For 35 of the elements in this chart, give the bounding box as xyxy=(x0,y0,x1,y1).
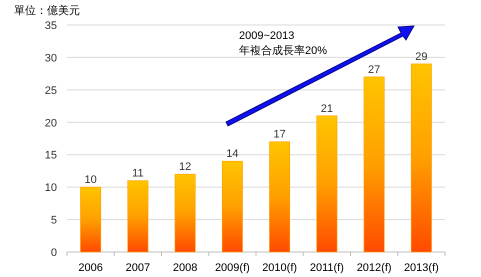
bar xyxy=(269,141,290,252)
x-tick-label: 2012(f) xyxy=(356,262,392,274)
bar xyxy=(127,180,148,252)
annotation: 年複合成長率20% xyxy=(239,44,328,57)
y-tick-label: 0 xyxy=(50,247,57,259)
y-tick-label: 30 xyxy=(44,52,57,64)
x-tick-label: 2008 xyxy=(172,262,198,274)
bar xyxy=(174,174,196,252)
data-label: 21 xyxy=(320,102,333,115)
y-tick-label: 15 xyxy=(44,150,57,162)
x-tick-label: 2011(f) xyxy=(310,262,344,274)
data-label: 12 xyxy=(179,161,192,174)
data-label: 27 xyxy=(368,64,380,76)
x-tick-label: 2007 xyxy=(126,262,150,274)
bar xyxy=(80,186,102,252)
x-tick-label: 2009(f) xyxy=(214,262,250,274)
data-label: 10 xyxy=(84,174,97,186)
y-tick-label: 10 xyxy=(44,182,57,194)
bar xyxy=(222,160,243,252)
y-tick-label: 35 xyxy=(44,20,57,32)
bar xyxy=(316,116,338,252)
data-label: 11 xyxy=(132,168,144,180)
bar xyxy=(410,64,432,252)
data-label: 14 xyxy=(226,148,238,160)
x-tick-label: 2006 xyxy=(78,262,103,274)
data-label: 29 xyxy=(415,50,428,63)
annotation: 2009~2013 xyxy=(239,30,294,42)
x-tick-label: 2010(f) xyxy=(262,262,298,274)
x-tick-label: 2013(f) xyxy=(404,262,439,274)
bar xyxy=(364,76,385,252)
data-label: 17 xyxy=(274,128,286,141)
y-tick-label: 5 xyxy=(50,214,57,227)
y-tick-label: 25 xyxy=(44,84,57,97)
y-axis-title: 單位：億美元 xyxy=(14,4,80,17)
y-tick-label: 20 xyxy=(44,117,57,130)
